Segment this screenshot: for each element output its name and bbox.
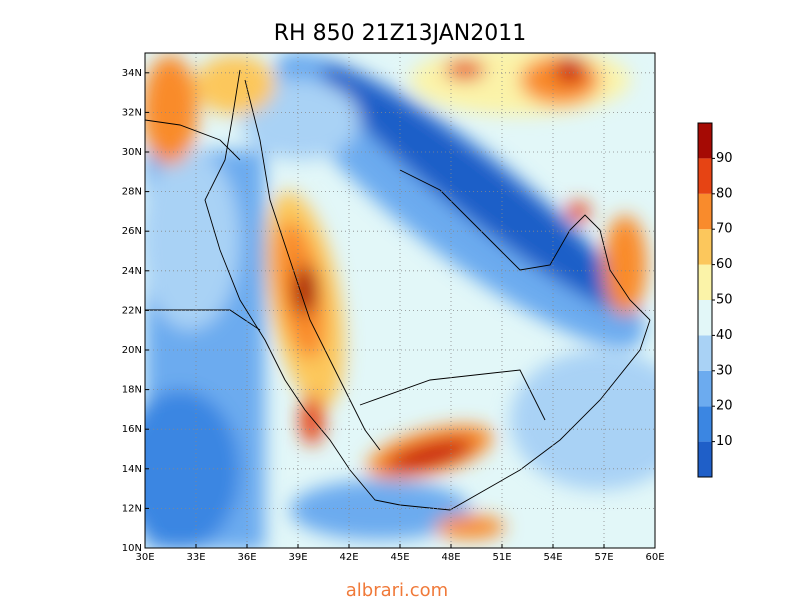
colorbar-label: 60: [716, 257, 733, 272]
colorbar-label: 20: [716, 399, 733, 414]
y-tick-label: 10N: [122, 543, 142, 554]
x-tick-label: 30E: [135, 552, 154, 563]
x-tick-label: 54E: [543, 552, 562, 563]
y-tick-label: 32N: [122, 107, 142, 118]
colorbar-label: 50: [716, 293, 733, 308]
x-tick-label: 36E: [237, 552, 256, 563]
colorbar-swatch: [698, 229, 712, 265]
x-tick-label: 42E: [339, 552, 358, 563]
colorbar-swatch: [698, 123, 712, 159]
grid: 30E 33E 36E 39E 42E 45E 48E 51E 54E 57E 60E 10N 12N 1…: [122, 53, 665, 563]
y-tick-label: 16N: [122, 424, 142, 435]
x-tick-label: 60E: [645, 552, 664, 563]
colorbar-label: 80: [716, 186, 733, 201]
x-tick-label: 48E: [441, 552, 460, 563]
y-tick-label: 28N: [122, 187, 142, 198]
x-tick-label: 51E: [492, 552, 511, 563]
y-tick-label: 24N: [122, 266, 142, 277]
y-tick-label: 22N: [122, 305, 142, 316]
x-tick-label: 39E: [288, 552, 307, 563]
plot-frame: [144, 52, 656, 549]
x-tick-label: 45E: [390, 552, 409, 563]
y-tick-label: 26N: [122, 226, 142, 237]
colorbar-swatch: [698, 158, 712, 194]
coastlines: [145, 69, 651, 511]
colorbar-swatch: [698, 335, 712, 371]
colorbar-swatch: [698, 406, 712, 442]
y-tick-label: 14N: [122, 464, 142, 475]
colorbar-swatch: [698, 264, 712, 300]
y-tick-label: 18N: [122, 385, 142, 396]
x-tick-label: 57E: [594, 552, 613, 563]
footer-watermark: albrari.com: [346, 580, 448, 600]
colorbar-swatch: [698, 441, 712, 477]
y-tick-label: 34N: [122, 68, 142, 79]
colorbar-swatch: [698, 370, 712, 407]
colorbar-swatch: [698, 193, 712, 230]
map-title: RH 850 21Z13JAN2011: [274, 21, 526, 46]
y-tick-label: 12N: [122, 503, 142, 514]
colorbar-label: 40: [716, 328, 733, 343]
colorbar-label: 10: [716, 434, 733, 449]
x-tick-label: 33E: [186, 552, 205, 563]
colorbar-swatch: [698, 300, 712, 336]
y-tick-label: 30N: [122, 147, 142, 158]
colorbar-label: 70: [716, 222, 733, 237]
colorbar-label: 30: [716, 363, 733, 378]
colorbar-label: 90: [716, 151, 733, 166]
rh-field: [145, 53, 655, 548]
colorbar: 10 20 30 40 50 60 70 80 90: [697, 122, 733, 478]
y-tick-label: 20N: [122, 345, 142, 356]
